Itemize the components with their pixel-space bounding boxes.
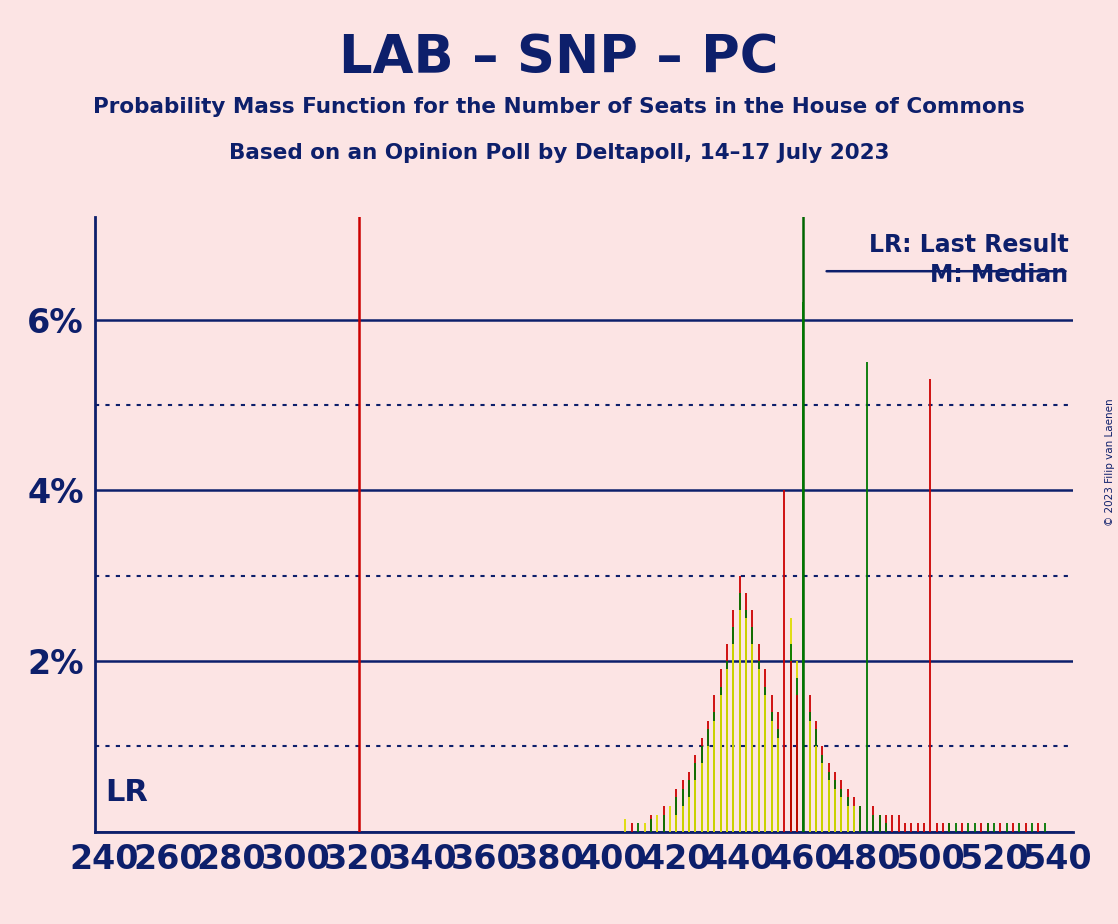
Text: M: Median: M: Median <box>930 263 1069 287</box>
Text: © 2023 Filip van Laenen: © 2023 Filip van Laenen <box>1106 398 1115 526</box>
Text: LR: LR <box>105 778 148 807</box>
Text: Based on an Opinion Poll by Deltapoll, 14–17 July 2023: Based on an Opinion Poll by Deltapoll, 1… <box>229 143 889 164</box>
Text: LR: Last Result: LR: Last Result <box>869 233 1069 257</box>
Text: LAB – SNP – PC: LAB – SNP – PC <box>339 32 779 84</box>
Text: Probability Mass Function for the Number of Seats in the House of Commons: Probability Mass Function for the Number… <box>93 97 1025 117</box>
